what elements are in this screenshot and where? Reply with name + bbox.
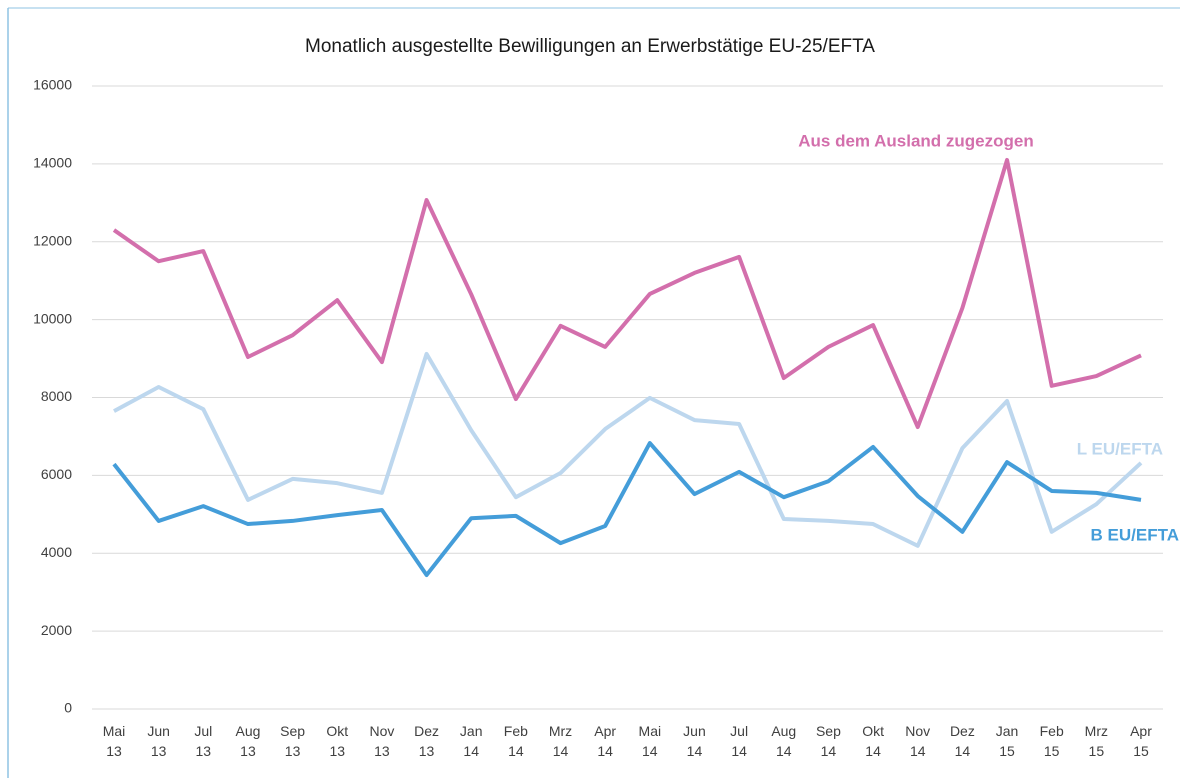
- x-tick-label-box: Jul 13: [194, 723, 213, 759]
- x-tick-label: Sep 14: [815, 723, 841, 759]
- x-tick-label: Okt 14: [862, 723, 884, 759]
- x-tick-label-box: Apr 14: [594, 723, 617, 759]
- y-tick-label: 6000: [41, 466, 72, 482]
- x-tick-label-box: Jun 13: [147, 723, 170, 759]
- y-tick-label: 16000: [33, 77, 72, 93]
- x-tick-label: Jun 13: [147, 723, 170, 759]
- x-tick-label: Jul 14: [730, 723, 749, 759]
- series-line: [112, 441, 1142, 578]
- x-tick-label: Okt 13: [326, 723, 349, 759]
- x-tick-label: Apr 15: [1130, 723, 1152, 759]
- x-tick-label: Mrz 14: [548, 723, 573, 759]
- x-tick-label: Mai 13: [102, 723, 126, 759]
- x-tick-label-box: Sep 14: [815, 723, 841, 759]
- x-tick-label-box: Aug 13: [235, 723, 261, 759]
- x-tick-label: Dez 14: [949, 723, 975, 759]
- x-tick-label-box: Mrz 14: [548, 723, 573, 759]
- x-tick-label-box: Aug 14: [771, 723, 797, 759]
- x-tick-label: Jan 14: [459, 723, 483, 759]
- y-tick-label: 10000: [33, 310, 72, 326]
- series-line: [113, 351, 1143, 548]
- x-tick-label-box: Mrz 15: [1084, 723, 1108, 759]
- x-tick-label: Jul 13: [194, 723, 213, 759]
- x-tick-label-box: Jan 14: [459, 723, 483, 759]
- x-tick-label-box: Sep 13: [280, 723, 306, 759]
- x-tick-label: Jan 15: [995, 723, 1019, 759]
- y-tick-label: 14000: [33, 155, 72, 171]
- x-tick-label-box: Feb 14: [503, 723, 528, 759]
- x-tick-label-box: Okt 14: [862, 723, 884, 759]
- x-tick-label: Jun 14: [683, 723, 706, 759]
- y-tick-label: 12000: [33, 232, 72, 248]
- x-tick-label: Sep 13: [280, 723, 306, 759]
- x-tick-label-box: Mai 14: [638, 723, 662, 759]
- series-label: L EU/EFTA: [1077, 439, 1163, 458]
- series-line: [112, 157, 1142, 430]
- y-tick-label: 8000: [41, 388, 72, 404]
- x-tick-label-box: Jul 14: [730, 723, 749, 759]
- x-tick-label: Mai 14: [638, 723, 662, 759]
- x-tick-label-box: Okt 13: [326, 723, 349, 759]
- x-tick-label-box: Dez 14: [949, 723, 975, 759]
- y-tick-label: 4000: [41, 544, 72, 560]
- x-tick-label-box: Feb 15: [1039, 723, 1064, 759]
- x-tick-label-box: Mai 13: [102, 723, 126, 759]
- x-tick-label: Nov 14: [905, 723, 931, 759]
- x-tick-label: Aug 14: [771, 723, 797, 759]
- series-label: Aus dem Ausland zugezogen: [798, 131, 1034, 150]
- x-tick-label: Dez 13: [414, 723, 440, 759]
- x-tick-label-box: Nov 13: [369, 723, 395, 759]
- x-tick-label: Apr 14: [594, 723, 617, 759]
- x-tick-label: Feb 14: [503, 723, 528, 759]
- x-tick-label: Feb 15: [1039, 723, 1064, 759]
- x-tick-label-box: Apr 15: [1130, 723, 1152, 759]
- x-tick-label-box: Jan 15: [995, 723, 1019, 759]
- x-tick-label-box: Dez 13: [414, 723, 440, 759]
- y-tick-label: 0: [64, 700, 72, 716]
- x-tick-label-box: Jun 14: [683, 723, 706, 759]
- x-tick-label: Aug 13: [235, 723, 261, 759]
- y-tick-label: 2000: [41, 622, 72, 638]
- x-tick-label-box: Nov 14: [905, 723, 931, 759]
- series-label: B EU/EFTA: [1091, 525, 1179, 544]
- chart-title: Monatlich ausgestellte Bewilligungen an …: [305, 36, 875, 57]
- x-tick-label: Nov 13: [369, 723, 395, 759]
- x-tick-label: Mrz 15: [1084, 723, 1108, 759]
